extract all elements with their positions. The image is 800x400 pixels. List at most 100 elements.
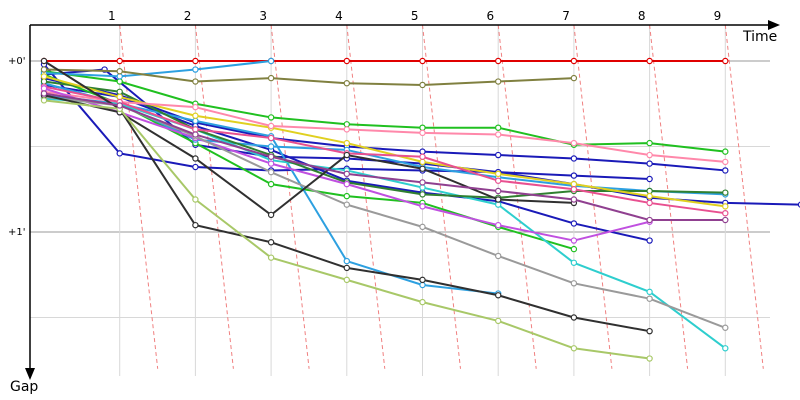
data-point [267, 74, 275, 82]
data-point [40, 57, 48, 65]
lap-marker-line [270, 24, 310, 369]
data-point [192, 57, 199, 65]
data-point [570, 186, 578, 193]
data-point [192, 221, 199, 229]
data-point [116, 150, 123, 157]
lap-marker-line [724, 24, 764, 369]
data-point [495, 131, 502, 138]
y-tick-label: +1' [8, 227, 26, 238]
data-point [116, 93, 123, 101]
x-axis-title: Time [742, 29, 777, 45]
data-point [192, 117, 199, 125]
data-point [495, 78, 502, 85]
data-point [570, 220, 578, 227]
data-point [646, 327, 653, 335]
data-point [192, 112, 199, 119]
y-axis-arrow [25, 368, 35, 380]
series-line [43, 90, 726, 163]
series-line [43, 68, 574, 86]
data-point [343, 264, 350, 272]
data-point [722, 203, 729, 210]
lap-label: 9 [714, 9, 722, 23]
data-point [570, 280, 578, 287]
data-point [40, 66, 48, 73]
x-axis-arrow [768, 20, 780, 30]
lap-label: 3 [259, 9, 267, 23]
data-point [343, 151, 350, 159]
data-point [646, 199, 653, 207]
y-axis-title: Gap [10, 379, 38, 395]
data-point [192, 131, 199, 138]
data-point [570, 196, 578, 203]
series-line [43, 60, 272, 78]
series-line [43, 97, 726, 350]
lap-marker-line [573, 24, 613, 369]
data-point [495, 252, 502, 260]
data-point [116, 68, 123, 75]
data-point [267, 153, 275, 160]
data-point [419, 57, 426, 65]
data-point [646, 151, 653, 159]
data-point [192, 163, 199, 171]
data-point [267, 239, 275, 246]
series-line [43, 85, 726, 215]
axes: Time Gap [10, 20, 780, 395]
data-point [419, 158, 426, 166]
data-point [570, 314, 578, 321]
data-point [343, 80, 350, 87]
data-point [419, 81, 426, 89]
series-line [43, 70, 726, 153]
series-line [43, 77, 726, 172]
data-point [419, 281, 426, 289]
data-point [116, 78, 123, 85]
series-line [43, 73, 575, 251]
data-point [419, 276, 426, 284]
data-point [343, 121, 350, 128]
data-point [646, 355, 653, 362]
data-point [646, 175, 653, 183]
series-line [43, 75, 726, 208]
lap-label: 8 [638, 9, 646, 23]
data-point [419, 191, 426, 198]
data-point [495, 177, 502, 184]
data-point [646, 295, 653, 302]
data-point [570, 172, 578, 179]
data-point [192, 66, 199, 73]
data-point [722, 216, 729, 224]
data-point [192, 103, 199, 111]
data-point [267, 57, 275, 65]
data-point [495, 292, 502, 299]
data-point [343, 170, 350, 178]
lap-marker-line [422, 24, 461, 369]
lap-label: 4 [335, 9, 343, 23]
data-point [343, 201, 350, 208]
data-point [419, 153, 426, 160]
data-point [646, 160, 653, 167]
data-point [570, 345, 578, 352]
data-point [570, 237, 578, 244]
lap-label: 7 [562, 9, 570, 23]
data-point [646, 139, 653, 147]
data-point [495, 221, 502, 229]
data-point [419, 203, 426, 210]
data-point [495, 57, 502, 65]
data-point [343, 192, 350, 200]
data-point [570, 139, 578, 147]
data-point [570, 155, 578, 162]
data-point [267, 134, 275, 142]
lap-label: 1 [108, 9, 116, 23]
lap-marker-line [346, 24, 386, 369]
series-lines [40, 57, 800, 362]
data-point [116, 102, 123, 109]
y-tick-label: +0' [8, 56, 26, 67]
data-point [419, 124, 426, 131]
data-point [343, 139, 350, 147]
series-line [43, 94, 574, 216]
data-point [267, 122, 275, 130]
data-point [419, 179, 426, 186]
data-point [192, 196, 199, 203]
data-point [419, 223, 426, 231]
data-point [570, 245, 578, 253]
data-point [40, 85, 48, 92]
